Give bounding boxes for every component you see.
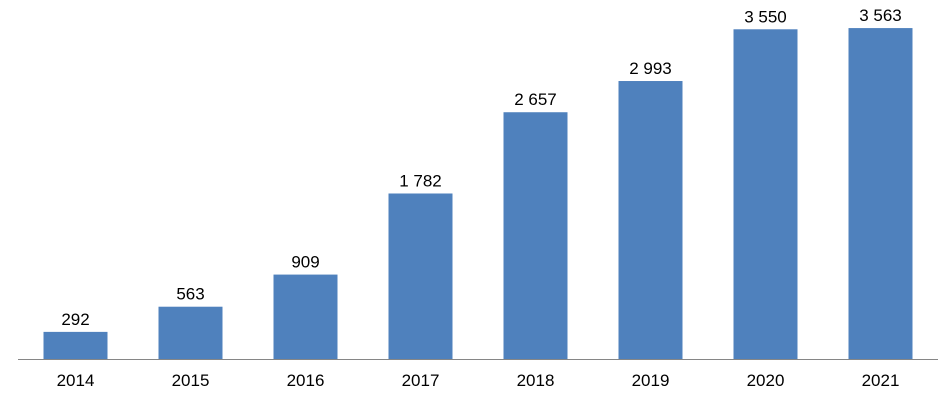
bar-2019: [618, 81, 683, 360]
value-label-2017: 1 782: [399, 171, 442, 190]
bar-2015: [158, 306, 223, 359]
bar-2014: [43, 331, 108, 359]
bar-2021: [848, 28, 913, 360]
value-label-2020: 3 550: [744, 7, 787, 26]
value-label-2016: 909: [291, 253, 319, 272]
value-label-2018: 2 657: [514, 90, 557, 109]
tick-labels-group: 2014 2015 2016 2017 2018 2019 2020 2021: [57, 371, 900, 390]
value-label-2015: 563: [176, 285, 204, 304]
tick-label-2015: 2015: [172, 371, 210, 390]
value-label-2014: 292: [61, 310, 89, 329]
value-labels-group: 292 563 909 1 782 2 657 2 993 3 550 3 563: [61, 6, 901, 329]
bars-group: [43, 28, 913, 360]
bar-2016: [273, 274, 338, 359]
tick-label-2017: 2017: [402, 371, 440, 390]
tick-label-2016: 2016: [287, 371, 325, 390]
tick-label-2018: 2018: [517, 371, 555, 390]
tick-label-2019: 2019: [632, 371, 670, 390]
bar-2017: [388, 193, 453, 359]
tick-label-2020: 2020: [747, 371, 785, 390]
tick-label-2014: 2014: [57, 371, 95, 390]
bar-2018: [503, 112, 568, 359]
value-label-2021: 3 563: [859, 6, 902, 25]
tick-label-2021: 2021: [862, 371, 900, 390]
bar-2020: [733, 29, 798, 359]
value-label-2019: 2 993: [629, 59, 672, 78]
